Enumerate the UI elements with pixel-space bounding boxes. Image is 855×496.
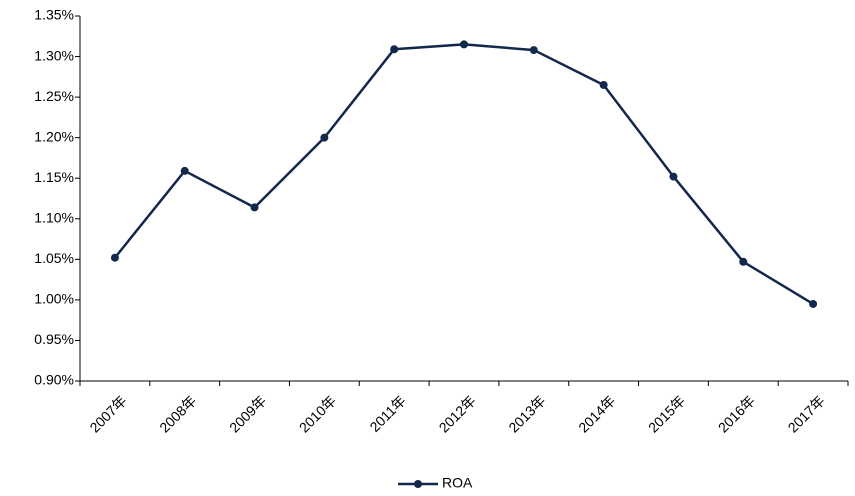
data-point	[739, 257, 748, 266]
y-tick-label: 1.25%	[34, 88, 74, 104]
y-tick-label: 1.30%	[34, 47, 74, 63]
y-tick-label: 1.00%	[34, 291, 74, 307]
x-tick-label: 2009年	[226, 392, 269, 435]
data-point	[460, 40, 468, 49]
x-tick-label: 2008年	[156, 392, 199, 435]
legend-label: ROA	[442, 475, 473, 491]
x-tick-label: 2010年	[296, 392, 339, 435]
data-point	[669, 172, 678, 181]
y-tick-label: 1.15%	[34, 169, 74, 185]
data-line	[113, 43, 814, 306]
legend-marker	[414, 480, 422, 488]
data-point	[390, 45, 399, 54]
data-point	[250, 203, 259, 212]
data-point	[180, 166, 189, 175]
data-point	[599, 80, 608, 89]
x-tick-label: 2007年	[86, 392, 129, 435]
y-tick-label: 1.20%	[34, 128, 74, 144]
x-tick-label: 2015年	[645, 392, 688, 435]
x-tick-label: 2014年	[575, 392, 618, 435]
y-tick-label: 0.90%	[34, 372, 74, 388]
y-tick-label: 1.35%	[34, 7, 74, 23]
x-tick-label: 2013年	[505, 392, 548, 435]
x-tick-label: 2012年	[435, 392, 478, 435]
data-point	[320, 133, 329, 142]
y-tick-label: 0.95%	[34, 331, 74, 347]
y-tick-label: 1.05%	[34, 250, 74, 266]
x-tick-label: 2016年	[715, 392, 758, 435]
data-point	[529, 46, 538, 55]
data-point	[110, 253, 119, 262]
data-point	[809, 299, 818, 308]
y-tick-label: 1.10%	[34, 209, 74, 225]
x-tick-label: 2011年	[366, 392, 409, 435]
x-tick-label: 2017年	[785, 392, 828, 435]
